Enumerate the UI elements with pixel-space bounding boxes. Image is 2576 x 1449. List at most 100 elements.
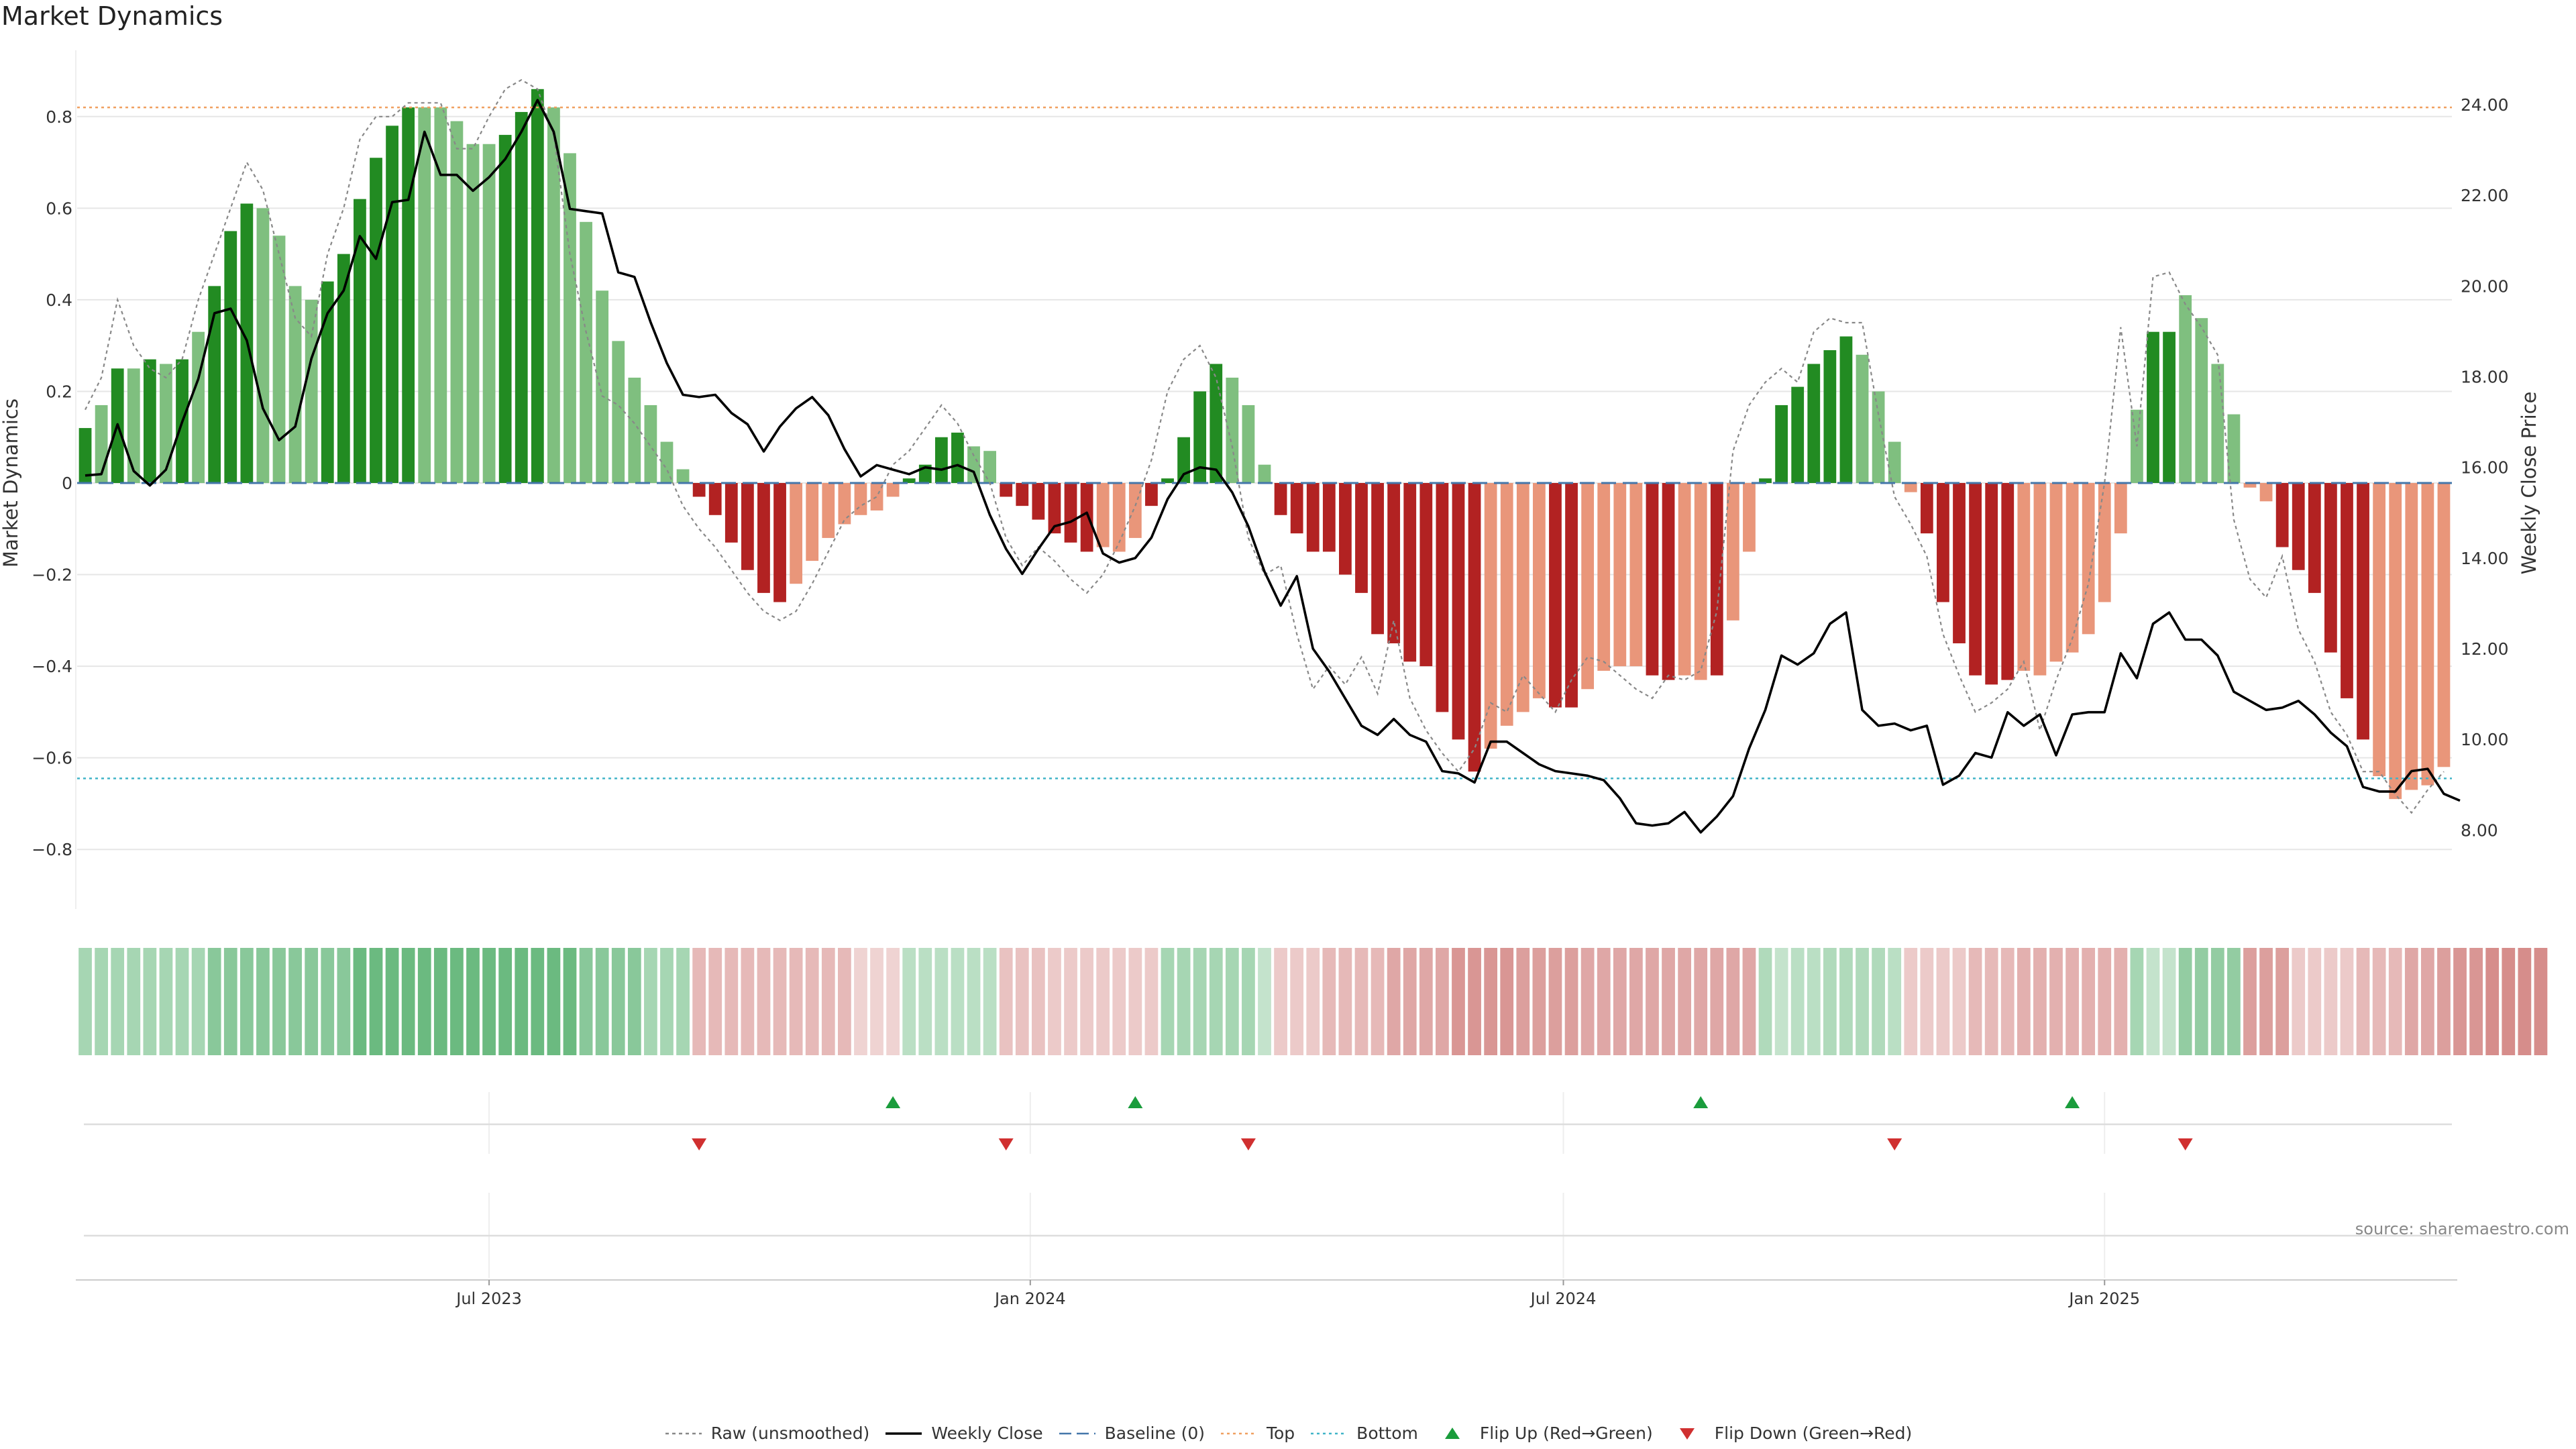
heat-cell [1096, 948, 1110, 1055]
dynamics-bar [596, 290, 609, 483]
dynamics-bar [2114, 483, 2127, 534]
heat-cell [741, 948, 755, 1055]
heat-cell [2485, 948, 2500, 1055]
dynamics-bar [580, 221, 592, 483]
dynamics-bar [967, 446, 980, 483]
y2-tick-label: 14.00 [2461, 549, 2509, 568]
heat-cell [466, 948, 480, 1055]
heat-cell [305, 948, 319, 1055]
heat-cell [1322, 948, 1336, 1055]
triangle-down-icon [1679, 1428, 1695, 1440]
heat-cell [757, 948, 771, 1055]
dynamics-bar [1242, 405, 1255, 483]
dynamics-bar [482, 144, 496, 483]
heat-cell [1468, 948, 1481, 1055]
dynamics-bar [838, 483, 851, 525]
heat-cell [417, 948, 431, 1055]
heat-cell [2356, 948, 2370, 1055]
legend-line-swatch [885, 1432, 922, 1435]
dynamics-bar [208, 286, 221, 483]
dynamics-bar [1226, 377, 1239, 483]
heat-cell [1790, 948, 1805, 1055]
dynamics-bar [1032, 483, 1045, 520]
y-tick-label: 0.8 [46, 107, 72, 127]
heat-cell [1209, 948, 1223, 1055]
heat-cell [1306, 948, 1320, 1055]
dynamics-bar [2147, 331, 2159, 483]
legend-item: Bottom [1309, 1424, 1418, 1443]
weekly-close-line [85, 99, 2461, 834]
heat-cell [2404, 948, 2418, 1055]
dynamics-bar [1339, 483, 1352, 575]
heat-cell [918, 948, 932, 1055]
heat-cell [450, 948, 464, 1055]
dynamics-bar [1613, 483, 1627, 667]
heat-cell [692, 948, 706, 1055]
dynamics-bar [272, 235, 286, 483]
heat-cell [2210, 948, 2224, 1055]
heat-cell [902, 948, 916, 1055]
heat-cell [401, 948, 415, 1055]
dynamics-bar [1210, 364, 1223, 483]
heat-cell [2162, 948, 2176, 1055]
heat-cell [1242, 948, 1255, 1055]
dynamics-bar [1823, 350, 1837, 483]
heat-cell [1128, 948, 1142, 1055]
heat-cell [1646, 948, 1659, 1055]
dynamics-bar [78, 428, 92, 483]
heat-cell [1694, 948, 1708, 1055]
dynamics-bar [724, 483, 738, 543]
y-tick-label: −0.4 [32, 657, 72, 676]
y-tick-label: 0.6 [46, 199, 72, 218]
dynamics-bar [564, 153, 576, 484]
flip-down-marker [998, 1138, 1014, 1150]
dynamics-bar [1791, 386, 1805, 483]
dynamics-bar [2049, 483, 2063, 662]
dynamics-bar [160, 364, 172, 483]
dynamics-bar [2341, 483, 2353, 698]
dynamics-bar [1500, 483, 1513, 726]
heat-cell [2017, 948, 2031, 1055]
flip-down-marker [2178, 1138, 2193, 1150]
heat-cell [1338, 948, 1352, 1055]
dynamics-bar [2357, 483, 2369, 740]
heat-cell [223, 948, 237, 1055]
heat-cell [1031, 948, 1045, 1055]
heat-cell [1984, 948, 1998, 1055]
heat-cell [838, 948, 851, 1055]
heat-cell [2033, 948, 2047, 1055]
heat-cell [2130, 948, 2144, 1055]
heat-cell [498, 948, 513, 1055]
dynamics-bar [256, 208, 270, 483]
heat-cell [1290, 948, 1304, 1055]
dynamics-bar [628, 377, 641, 483]
heat-cell [676, 948, 690, 1055]
dynamics-bar [2179, 295, 2192, 483]
dynamics-bar [224, 231, 237, 483]
heat-cell [1742, 948, 1756, 1055]
dynamics-bar [2373, 483, 2386, 776]
heat-cell [2259, 948, 2273, 1055]
heat-cell [127, 948, 141, 1055]
heat-cell [983, 948, 997, 1055]
y-tick-label: 0 [62, 474, 72, 493]
dynamics-bar [1274, 483, 1287, 515]
dynamics-bar [660, 441, 674, 483]
heat-cell [2227, 948, 2241, 1055]
legend-item: Flip Down (Green→Red) [1668, 1424, 1912, 1443]
y2-tick-label: 18.00 [2461, 368, 2509, 387]
heat-cell [2098, 948, 2112, 1055]
dynamics-bar [466, 144, 480, 483]
dynamics-bar [1355, 483, 1368, 593]
heat-cell [2469, 948, 2483, 1055]
dynamics-bar [2017, 483, 2031, 671]
heat-cell [1774, 948, 1788, 1055]
heat-cell [1048, 948, 1061, 1055]
dynamics-bar [2033, 483, 2047, 676]
heat-cell [111, 948, 125, 1055]
dynamics-bar [531, 89, 544, 483]
chart-title: Market Dynamics [1, 1, 223, 31]
dynamics-bar [773, 483, 786, 602]
dynamics-bar [2163, 331, 2176, 483]
